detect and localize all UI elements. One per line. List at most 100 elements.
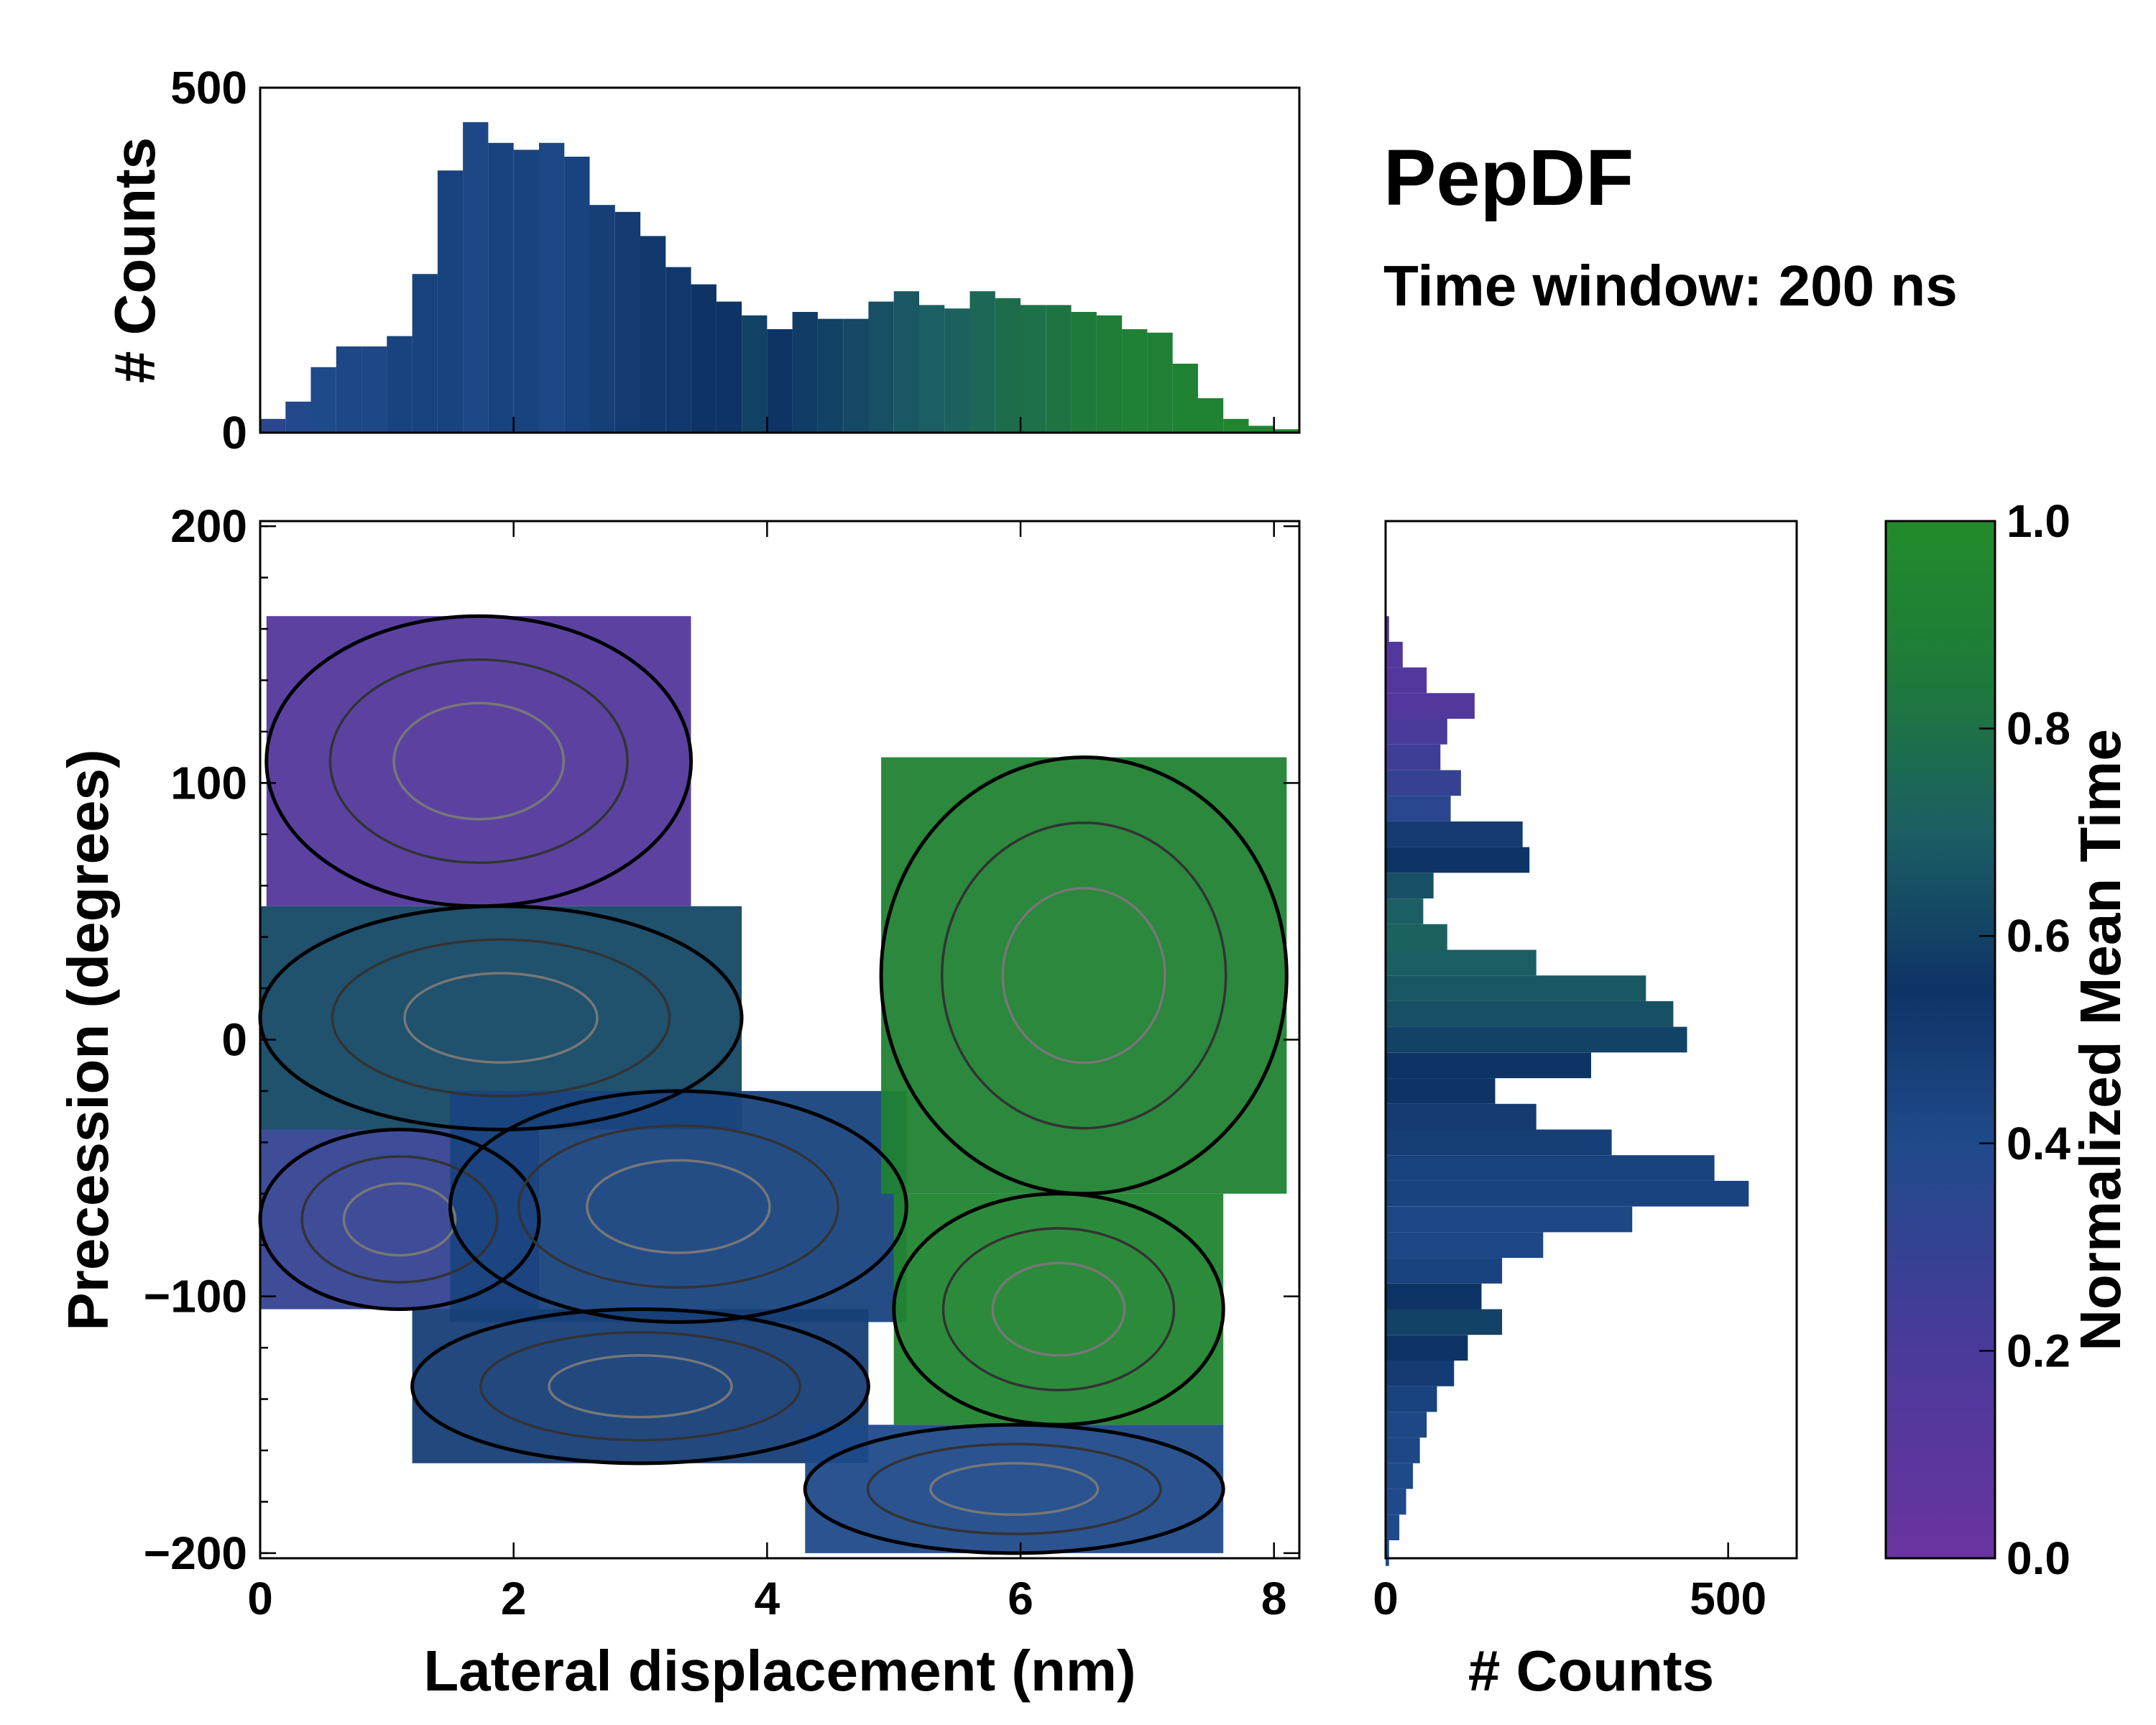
right-histogram-bar: [1386, 1335, 1468, 1361]
top-histogram-bars: [260, 122, 1299, 433]
top-histogram-bar: [361, 346, 387, 433]
x-tick-label: 2: [501, 1573, 527, 1624]
right-histogram-bar: [1386, 1129, 1612, 1156]
x-tick-label: 4: [755, 1573, 780, 1624]
top-histogram-bar: [919, 305, 945, 433]
top-histogram-frame: [259, 86, 1301, 434]
colorbar-ticks: 1.0 0.8 0.6 0.4 0.2 0.0: [1979, 495, 2070, 1584]
top-histogram-bar: [539, 142, 565, 433]
top-histogram-bar: [893, 291, 919, 433]
right-histogram-bar: [1386, 1155, 1715, 1181]
heatmap-contours: [258, 614, 1289, 1555]
contour-line: [517, 1124, 839, 1289]
right-histogram-bar: [1386, 1026, 1687, 1053]
top-histogram-bar: [1223, 418, 1249, 433]
right-histogram-bar: [1386, 1180, 1749, 1207]
contour-line: [403, 972, 599, 1064]
top-histogram-bar: [437, 170, 464, 433]
top-histogram-bar: [969, 291, 995, 433]
top-histogram-bar: [589, 205, 615, 433]
colorbar-tick-label: 0.4: [2007, 1118, 2070, 1169]
top-histogram: 500 0 # Counts: [103, 62, 1301, 459]
contour-line: [479, 1330, 801, 1442]
top-histogram-bar: [1096, 315, 1123, 433]
contour-line: [342, 1182, 457, 1257]
right-histogram-bar: [1386, 1489, 1406, 1515]
contour-line: [929, 1462, 1100, 1517]
right-histogram-bar: [1386, 873, 1434, 898]
colorbar: 1.0 0.8 0.6 0.4 0.2 0.0 Normalized Mean Time: [1884, 495, 2132, 1584]
right-histogram-bar: [1386, 693, 1475, 719]
right-histogram-bar: [1386, 898, 1424, 924]
right-histogram-bar: [1386, 847, 1530, 873]
colorbar-label: Normalized Mean Time: [2068, 729, 2132, 1351]
contour-line: [300, 1155, 499, 1284]
top-histogram-bar: [1122, 329, 1148, 433]
y-tick-label: 100: [170, 757, 247, 809]
top-histogram-bar: [665, 267, 691, 433]
heatmap-cells: [260, 616, 1287, 1553]
y-tick-label: 0: [221, 1014, 247, 1066]
top-histogram-bar: [767, 329, 793, 433]
top-histogram-bar: [944, 308, 970, 433]
top-histogram-bar: [716, 301, 742, 433]
top-histogram-ticks: 500 0: [170, 62, 1275, 459]
right-histogram-bar: [1386, 1438, 1420, 1463]
right-histogram-bar: [1386, 1540, 1389, 1566]
figure-subtitle: Time window: 200 ns: [1383, 254, 1958, 318]
contour-line: [940, 821, 1227, 1130]
top-histogram-bar: [1172, 364, 1198, 433]
contour-line: [866, 1443, 1162, 1535]
right-histogram-bar: [1386, 1232, 1544, 1259]
colorbar-tick-label: 0.0: [2007, 1532, 2070, 1584]
right-histogram-bar: [1386, 1258, 1503, 1284]
top-histogram-bar: [1197, 398, 1224, 433]
top-histogram-bar: [843, 318, 869, 433]
right-histogram-bars: [1386, 616, 1749, 1566]
right-histogram-bar: [1386, 1361, 1455, 1386]
right-histogram-bar: [1386, 1206, 1633, 1233]
top-histogram-bar: [387, 336, 413, 433]
colorbar-tick-label: 0.8: [2007, 703, 2070, 755]
main-ylabel: Precession (degrees): [56, 749, 120, 1330]
top-histogram-bar: [868, 301, 894, 433]
top-histogram-bar: [995, 298, 1021, 433]
right-histogram-bar: [1386, 1052, 1591, 1079]
y-tick-label: 200: [170, 500, 247, 552]
right-histogram-bar: [1386, 1412, 1427, 1438]
top-histogram-bar: [310, 367, 336, 433]
right-histogram-bar: [1386, 1463, 1414, 1489]
contour-line: [328, 658, 629, 865]
heatmap-region-lower-blue: [412, 1309, 869, 1463]
top-histogram-bar: [817, 318, 844, 433]
heatmap-region-bottom-right-blue: [805, 1425, 1224, 1553]
main-xlabel: Lateral displacement (nm): [423, 1639, 1135, 1703]
right-histogram-bar: [1386, 924, 1447, 950]
y-tick-label: −100: [144, 1271, 247, 1322]
top-histogram-bar: [691, 284, 717, 433]
right-histogram-bar: [1386, 719, 1447, 745]
contour-line: [586, 1159, 771, 1254]
contour-line: [448, 1089, 908, 1324]
top-histogram-bar: [412, 274, 438, 433]
right-histogram-bar: [1386, 744, 1441, 770]
contour-line: [991, 1261, 1126, 1357]
top-histogram-bar: [1147, 332, 1173, 433]
heatmap-region-lower-right-green: [893, 1193, 1224, 1425]
right-histogram-bar: [1386, 1078, 1496, 1104]
right-histogram-bar: [1386, 1283, 1482, 1310]
contour-line: [410, 1307, 870, 1466]
colorbar-gradient: [1884, 520, 1996, 1560]
x-tick-label: 8: [1261, 1573, 1287, 1624]
top-histogram-bar: [1273, 429, 1299, 433]
right-histogram-bar: [1386, 796, 1451, 822]
heatmap-region-upper-right-green: [881, 757, 1287, 1194]
contour-line: [548, 1354, 733, 1419]
right-x-tick-label: 500: [1690, 1573, 1766, 1624]
contour-line: [331, 938, 671, 1098]
right-histogram-bar: [1386, 821, 1523, 847]
right-histogram-bar: [1386, 770, 1461, 796]
right-histogram-bar: [1386, 949, 1537, 976]
right-histogram-xlabel: # Counts: [1468, 1639, 1714, 1703]
